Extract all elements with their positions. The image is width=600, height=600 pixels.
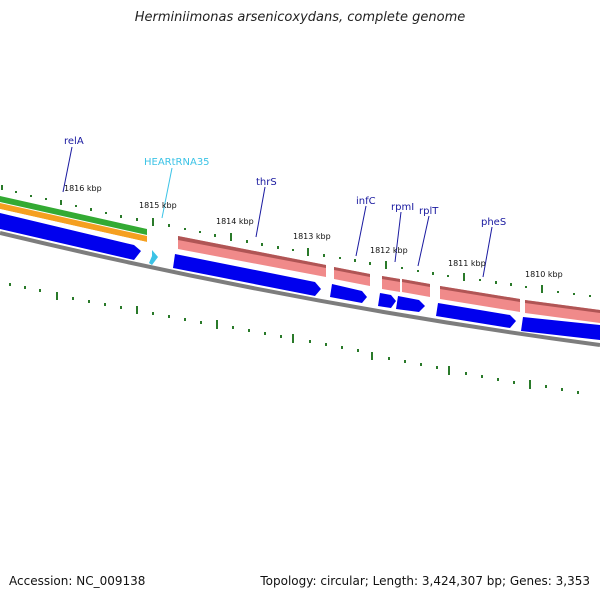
trna-HEARtRNA35: [149, 250, 158, 265]
scale-label-1814: 1814 kbp: [216, 217, 254, 226]
reverse-genes: [0, 213, 600, 340]
gene-relA-reverse: [0, 213, 141, 260]
gene-pheS-reverse: [436, 303, 516, 328]
white-gap: [0, 209, 147, 244]
scale-label-1813: 1813 kbp: [293, 232, 331, 241]
scale-label-1815: 1815 kbp: [139, 201, 177, 210]
forward-genes: [178, 236, 600, 323]
gc-content-band: [0, 196, 147, 235]
gene-label-rpmI[interactable]: rpmI: [391, 202, 414, 213]
map-title: Herminiimonas arsenicoxydans, complete g…: [134, 10, 466, 25]
outer-tick-track: [1, 185, 591, 297]
gene-pheS-forward: [440, 286, 520, 312]
gene-label-thrS[interactable]: thrS: [256, 177, 277, 188]
gene-infC-reverse: [330, 284, 367, 303]
gene-rplT-reverse: [396, 296, 425, 312]
gene-label-relA[interactable]: relA: [64, 136, 84, 147]
inner-tick-track: [9, 283, 579, 394]
orange-band: [0, 203, 147, 242]
gene-label-pheS[interactable]: pheS: [481, 217, 506, 228]
label-leaders: [62, 146, 493, 278]
gene-label-infC[interactable]: infC: [356, 196, 376, 207]
scale-label-1812: 1812 kbp: [370, 246, 408, 255]
scale-label-1816: 1816 kbp: [64, 184, 102, 193]
genome-backbone: [0, 231, 600, 347]
gene-next-reverse: [521, 317, 600, 340]
genome-summary: Topology: circular; Length: 3,424,307 bp…: [260, 574, 590, 588]
scale-label-1811: 1811 kbp: [448, 259, 486, 268]
gene-thrS-reverse: [173, 254, 321, 296]
scale-label-1810: 1810 kbp: [525, 270, 563, 279]
accession-label: Accession: NC_009138: [9, 574, 146, 588]
gene-next-forward: [525, 300, 600, 323]
gene-rpmI-reverse: [378, 293, 396, 308]
gene-label-HEARtRNA35[interactable]: HEARtRNA35: [144, 157, 210, 168]
gene-label-rplT[interactable]: rplT: [419, 206, 439, 217]
